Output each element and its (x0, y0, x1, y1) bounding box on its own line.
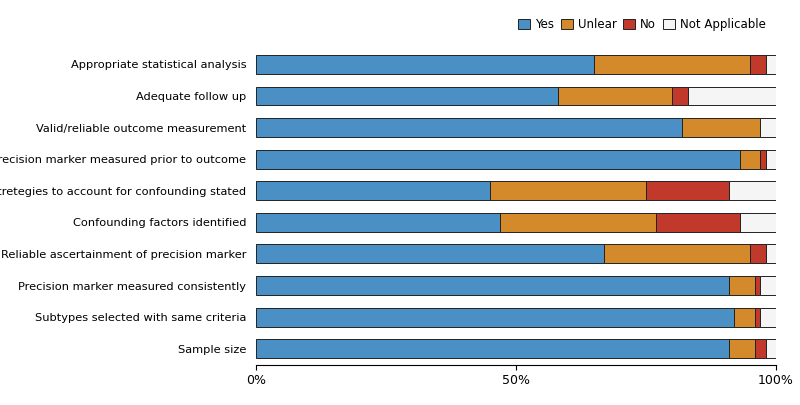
Bar (766, 55, 776, 74)
Bar (755, 308, 761, 326)
Bar (766, 339, 776, 358)
Bar (646, 181, 730, 200)
Legend: Yes, Unlear, No, Not Applicable: Yes, Unlear, No, Not Applicable (514, 13, 770, 36)
Bar (594, 55, 750, 74)
Bar (256, 213, 501, 232)
Bar (501, 213, 656, 232)
Bar (605, 245, 750, 263)
Bar (256, 308, 734, 326)
Bar (682, 118, 761, 137)
Bar (761, 308, 776, 326)
Bar (730, 181, 776, 200)
Bar (256, 87, 558, 105)
Bar (761, 276, 776, 295)
Bar (740, 213, 776, 232)
Bar (750, 55, 766, 74)
Bar (734, 308, 755, 326)
Bar (755, 276, 761, 295)
Bar (256, 150, 740, 168)
Bar (256, 245, 605, 263)
Bar (256, 181, 490, 200)
Bar (657, 213, 740, 232)
Bar (490, 181, 646, 200)
Bar (256, 118, 682, 137)
Bar (672, 87, 688, 105)
Bar (256, 339, 730, 358)
Bar (730, 339, 755, 358)
Bar (750, 245, 766, 263)
Bar (740, 150, 760, 168)
Bar (688, 87, 776, 105)
Bar (730, 276, 755, 295)
Bar (766, 245, 776, 263)
Bar (256, 55, 594, 74)
Bar (761, 118, 776, 137)
Bar (558, 87, 672, 105)
Bar (256, 276, 730, 295)
Bar (766, 150, 776, 168)
Bar (761, 150, 766, 168)
Bar (755, 339, 766, 358)
